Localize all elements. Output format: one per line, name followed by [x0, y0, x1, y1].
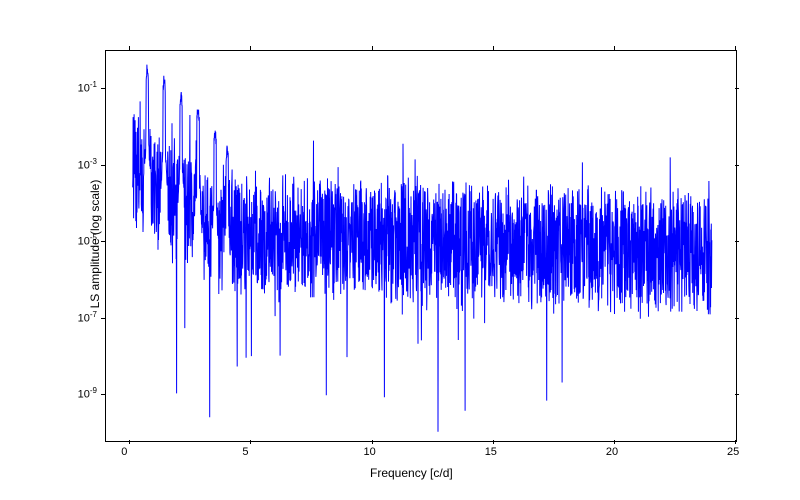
y-tick-mark	[735, 88, 739, 89]
y-tick-label: 10-5	[78, 233, 97, 248]
y-tick-mark	[101, 88, 105, 89]
x-tick-mark	[493, 440, 494, 444]
y-tick-mark	[101, 318, 105, 319]
y-tick-mark	[735, 394, 739, 395]
spectrum-line	[106, 51, 736, 441]
x-tick-label: 20	[606, 446, 618, 458]
x-tick-mark	[129, 46, 130, 50]
x-tick-label: 25	[727, 446, 739, 458]
y-tick-mark	[735, 318, 739, 319]
x-tick-mark	[372, 46, 373, 50]
x-tick-mark	[129, 440, 130, 444]
y-tick-label: 10-7	[78, 310, 97, 325]
x-tick-mark	[614, 46, 615, 50]
y-tick-mark	[101, 394, 105, 395]
y-tick-mark	[735, 165, 739, 166]
x-tick-mark	[614, 440, 615, 444]
plot-area	[105, 50, 737, 442]
y-tick-mark	[101, 241, 105, 242]
y-tick-label: 10-9	[78, 386, 97, 401]
x-axis-label: Frequency [c/d]	[370, 466, 453, 480]
y-tick-label: 10-1	[78, 80, 97, 95]
x-tick-mark	[493, 46, 494, 50]
x-tick-label: 5	[242, 446, 248, 458]
x-tick-mark	[735, 440, 736, 444]
x-tick-mark	[735, 46, 736, 50]
y-tick-mark	[735, 241, 739, 242]
x-tick-label: 10	[364, 446, 376, 458]
x-tick-mark	[372, 440, 373, 444]
figure: LS amplitude (log scale) Frequency [c/d]…	[0, 0, 800, 500]
y-tick-mark	[101, 165, 105, 166]
x-tick-label: 0	[121, 446, 127, 458]
x-tick-label: 15	[485, 446, 497, 458]
y-tick-label: 10-3	[78, 157, 97, 172]
x-tick-mark	[250, 440, 251, 444]
x-tick-mark	[250, 46, 251, 50]
